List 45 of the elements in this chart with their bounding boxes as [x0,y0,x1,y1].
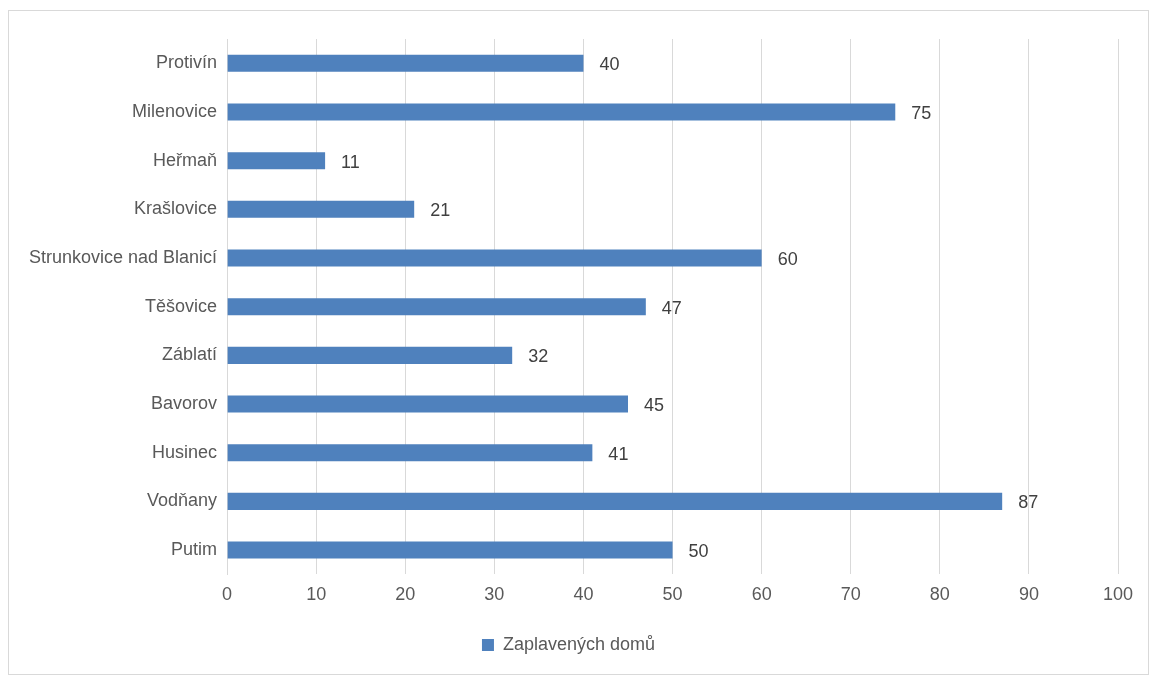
bar [227,541,673,559]
data-label: 45 [644,395,665,416]
data-label: 40 [599,54,620,75]
x-tick-label: 50 [662,584,683,605]
data-label: 21 [430,200,451,221]
x-tick-label: 100 [1102,584,1134,605]
legend-label: Zaplavených domů [502,633,656,654]
bar [227,492,1003,510]
x-tick-label: 90 [1018,584,1039,605]
data-label: 75 [911,102,932,123]
bar [227,200,415,218]
data-label: 87 [1018,492,1039,513]
x-tick-label: 10 [306,584,327,605]
bar [227,346,513,364]
bar [227,103,896,121]
y-tick-label: Krašlovice [134,198,218,219]
x-tick-label: 30 [484,584,505,605]
y-tick-label: Vodňany [147,490,218,511]
data-label: 60 [777,249,798,269]
y-tick-label: Záblatí [162,344,218,365]
x-tick-label: 80 [929,584,950,605]
y-tick-label: Putim [171,539,218,560]
bar [227,444,593,462]
bar [227,249,762,267]
data-label: 41 [608,443,629,464]
x-tick-label: 70 [840,584,861,605]
y-tick-label: Těšovice [145,295,218,316]
x-tick-label: 20 [395,584,416,605]
data-label: 50 [688,541,709,562]
bar [227,395,629,413]
y-tick-label: Strunkovice nad Blanicí [28,247,218,267]
data-label: 11 [341,151,360,172]
bar [227,152,326,170]
data-label: 32 [528,346,549,367]
data-label: 47 [661,297,682,318]
x-tick-label: 60 [751,584,772,605]
bar [227,298,646,316]
y-tick-label: Protivín [156,52,218,73]
x-tick-label: 40 [573,584,594,605]
y-tick-label: Husinec [152,441,218,462]
x-tick-label: 0 [222,584,233,605]
y-tick-label: Heřmaň [153,149,218,170]
bar [227,54,584,72]
y-tick-label: Bavorov [151,393,218,414]
y-tick-label: Milenovice [132,100,218,121]
